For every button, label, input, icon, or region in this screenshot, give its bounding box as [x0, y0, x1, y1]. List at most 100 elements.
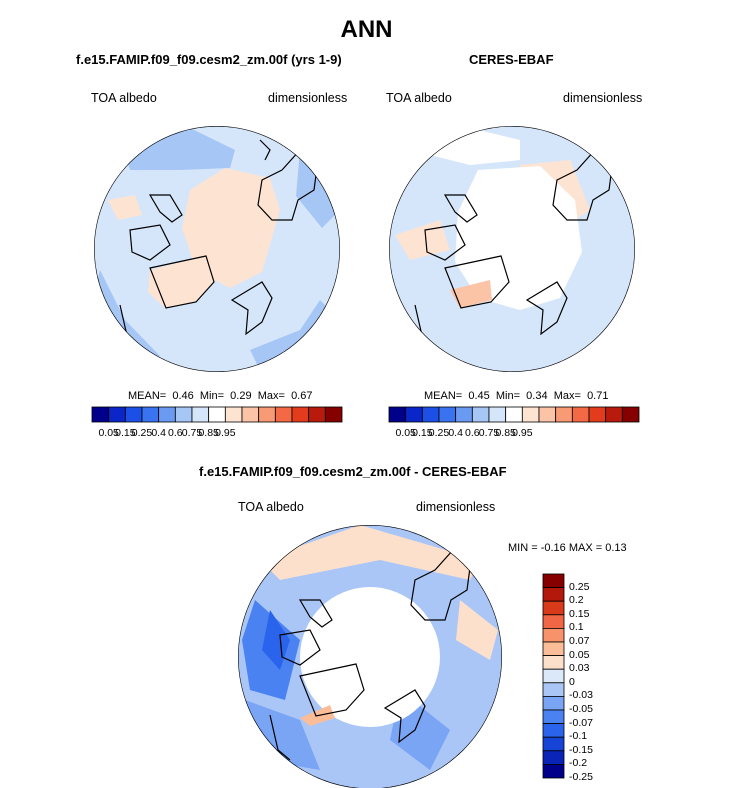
colorbar-box — [542, 764, 565, 779]
colorbar-box — [488, 406, 507, 423]
colorbar-box — [291, 406, 310, 423]
panel-1-colorbar — [91, 406, 343, 423]
colorbar-box — [605, 406, 623, 423]
field-patch — [262, 610, 290, 670]
colorbar-box — [471, 406, 490, 423]
colorbar-box — [571, 406, 590, 423]
panel-2-polar-map — [389, 126, 635, 372]
colorbar-tick-label: 0.05 — [569, 648, 590, 661]
panel-2-units-label: dimensionless — [563, 91, 643, 105]
colorbar-tick-label: 0.15 — [412, 427, 433, 439]
panel-1-variable-label: TOA albedo — [91, 91, 157, 105]
colorbar-box — [621, 406, 640, 423]
field-patch — [95, 270, 160, 360]
panel-3-colorbar — [542, 573, 565, 779]
colorbar-box — [542, 587, 565, 602]
panel-2-stats: MEAN= 0.45 Min= 0.34 Max= 0.71 — [424, 390, 608, 402]
panel-1-polar-map — [94, 126, 340, 372]
colorbar-box — [421, 406, 440, 423]
colorbar-tick-label: -0.05 — [569, 703, 593, 715]
colorbar-tick-label: 0.75 — [181, 427, 203, 439]
coastline — [525, 281, 568, 336]
colorbar-box — [208, 406, 226, 423]
colorbar-box — [158, 406, 176, 423]
colorbar-box — [108, 406, 126, 423]
panel-1-title: f.e15.FAMIP.f09_f09.cesm2_zm.00f (yrs 1-… — [76, 52, 342, 67]
panel-3-units-label: dimensionless — [416, 500, 496, 514]
coastline — [443, 194, 478, 223]
colorbar-box — [542, 696, 565, 711]
field-patch — [108, 195, 142, 220]
max-value: 0.71 — [587, 390, 609, 402]
colorbar-tick-label: 0.15 — [569, 607, 590, 620]
panel-3-variable-label: TOA albedo — [238, 500, 304, 514]
colorbar-box — [542, 668, 565, 684]
coastline — [149, 255, 215, 309]
colorbar-box — [542, 750, 565, 765]
colorbar-tick-label: 0.4 — [151, 427, 166, 439]
min-value: 0.34 — [526, 390, 548, 402]
field-patch — [250, 300, 330, 370]
coastline — [410, 549, 472, 621]
panel-3-polar-map — [238, 525, 502, 788]
colorbar-box — [542, 709, 565, 725]
colorbar-tick-label: 0.25 — [569, 580, 590, 593]
masked-polar-region — [300, 587, 440, 727]
colorbar-box — [542, 655, 565, 670]
mean-value: 0.46 — [172, 390, 194, 402]
panel-3-title: f.e15.FAMIP.f09_f09.cesm2_zm.00f - CERES… — [199, 464, 507, 479]
colorbar-tick-label: 0.07 — [569, 635, 590, 647]
colorbar-tick-label: 0.85 — [495, 427, 516, 439]
colorbar-tick-label: 0.4 — [448, 427, 463, 439]
colorbar-box — [191, 406, 210, 423]
colorbar-tick-label: 0.05 — [98, 427, 119, 439]
colorbar-box — [555, 406, 573, 423]
min-label: Min= — [199, 390, 225, 402]
coastline — [269, 714, 291, 761]
coastline — [230, 281, 273, 336]
colorbar-box — [174, 406, 193, 423]
field-patch — [395, 220, 450, 260]
colorbar-tick-label: -0.07 — [569, 716, 593, 729]
sea-ice-region — [455, 166, 582, 310]
coastline — [129, 224, 171, 261]
colorbar-tick-label: 0 — [569, 675, 575, 688]
panel-1-units-label: dimensionless — [268, 91, 348, 105]
colorbar-tick-label: 0.2 — [569, 594, 584, 607]
coastline — [299, 663, 365, 717]
colorbar-box — [224, 406, 243, 423]
colorbar-box — [141, 406, 160, 423]
colorbar-tick-label: 0.15 — [115, 427, 136, 439]
colorbar-box — [274, 406, 293, 423]
coastline — [259, 139, 271, 161]
colorbar-tick-label: 0.03 — [569, 662, 590, 675]
colorbar-tick-label: -0.2 — [569, 757, 588, 770]
colorbar-box — [542, 723, 565, 738]
panel-2-colorbar — [388, 406, 640, 423]
max-label: Max= — [553, 390, 581, 402]
colorbar-tick-label: 0.85 — [198, 427, 219, 439]
colorbar-box — [308, 406, 326, 423]
field-patch — [410, 128, 520, 165]
figure-title: ANN — [340, 16, 393, 43]
panel-2-variable-label: TOA albedo — [386, 91, 452, 105]
colorbar-box — [405, 406, 423, 423]
colorbar-box — [91, 406, 110, 423]
colorbar-tick-label: -0.25 — [569, 771, 593, 783]
colorbar-box — [438, 406, 457, 423]
colorbar-box — [542, 614, 565, 629]
colorbar-tick-label: 0.25 — [428, 427, 450, 439]
colorbar-box — [241, 406, 260, 423]
colorbar-tick-label: 0.95 — [215, 427, 236, 439]
greenland-high-albedo — [148, 256, 215, 308]
coastline — [257, 149, 319, 221]
coastline — [444, 255, 510, 309]
panel-3-minmax: MIN = -0.16 MAX = 0.13 — [508, 542, 627, 554]
mean-label: MEAN= — [128, 390, 167, 402]
colorbar-tick-label: 0.6 — [168, 427, 183, 439]
colorbar-tick-label: 0.25 — [131, 427, 153, 439]
colorbar-box — [542, 573, 565, 589]
min-value: 0.29 — [230, 390, 252, 402]
colorbar-tick-label: 0.05 — [395, 427, 416, 439]
colorbar-tick-label: -0.03 — [569, 689, 593, 702]
